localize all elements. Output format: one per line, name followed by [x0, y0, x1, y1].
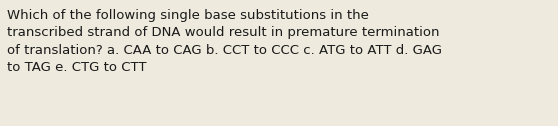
Text: Which of the following single base substitutions in the
transcribed strand of DN: Which of the following single base subst…	[7, 9, 442, 74]
